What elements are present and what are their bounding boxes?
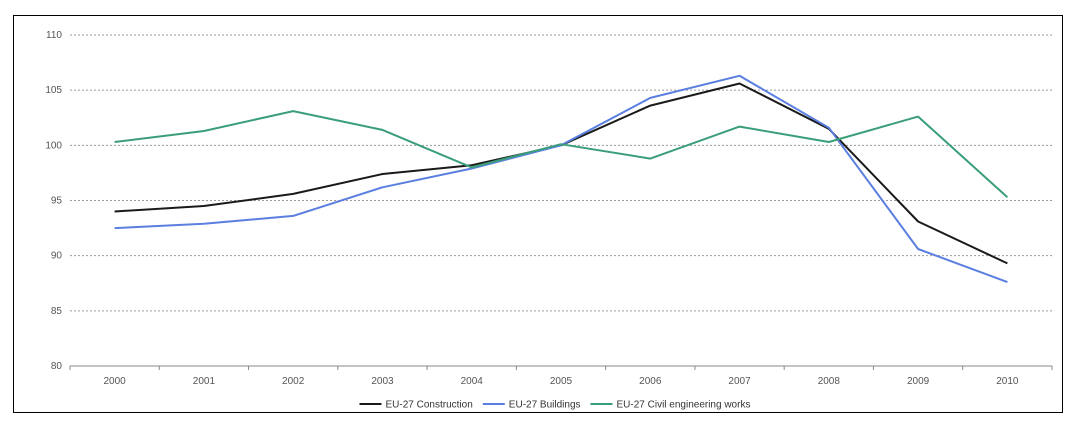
series-line-1: [114, 74, 1008, 284]
y-tick-label: 85: [51, 306, 63, 317]
y-tick-label: 100: [45, 140, 62, 151]
chart-frame: [13, 15, 1063, 413]
x-tick-label: 2005: [550, 376, 573, 387]
y-tick-label: 105: [45, 85, 62, 96]
x-tick-label: 2000: [104, 376, 127, 387]
x-tick-label: 2010: [996, 376, 1019, 387]
x-tick-label: 2008: [818, 376, 841, 387]
legend-label: EU-27 Construction: [386, 400, 473, 411]
y-tick-label: 95: [51, 196, 63, 207]
legend: EU-27 Construction EU-27 Buildings EU-27 C…: [359, 400, 751, 411]
y-tick-label: 90: [51, 251, 63, 262]
y-tick-label: 110: [46, 30, 62, 41]
legend-label: EU-27 Civil engineering works: [617, 400, 751, 411]
gridlines: [70, 34, 1052, 312]
x-tick-label: 2009: [907, 376, 930, 387]
legend-label: EU-27 Buildings: [509, 400, 581, 411]
x-tick-label: 2006: [639, 376, 662, 387]
x-tick-label: 2007: [728, 376, 751, 387]
series-line-2: [114, 110, 1009, 198]
x-axis-ticks: 2000 2001 2002 2003 2004 2005 2006 2007 2008 2009…: [104, 376, 1019, 387]
x-tick-label: 2003: [371, 376, 394, 387]
legend-item: EU-27 Buildings: [482, 400, 581, 411]
legend-item: EU-27 Civil engineering works: [590, 400, 751, 411]
y-tick-label: 80: [51, 361, 63, 372]
legend-item: EU-27 Construction: [359, 400, 473, 411]
series-lines: [114, 74, 1009, 284]
y-axis-ticks: 80 85 90 95 100 105 110: [45, 30, 62, 372]
series-line-0: [114, 82, 1008, 265]
x-tick-label: 2004: [461, 376, 484, 387]
x-tick-label: 2002: [282, 376, 305, 387]
x-axis: [69, 365, 1053, 370]
x-tick-label: 2001: [193, 376, 216, 387]
